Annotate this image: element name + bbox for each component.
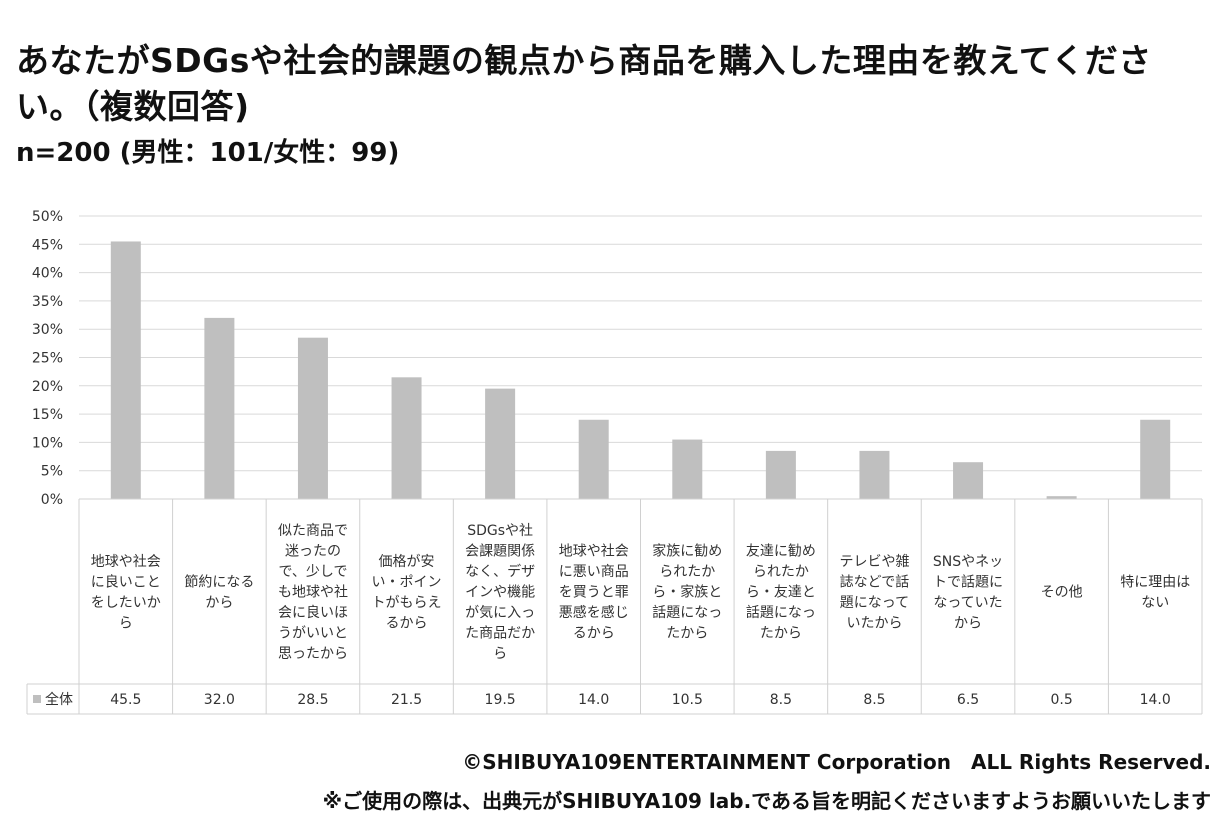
usage-note: ※ご使用の際は、出典元がSHIBUYA109 lab.である旨を明記くださいます… xyxy=(322,789,1211,813)
x-tick-label: から xyxy=(205,595,233,611)
bar xyxy=(578,419,609,499)
bar xyxy=(297,337,328,499)
y-tick-label: 40% xyxy=(32,266,63,282)
bar-chart: 0% 5% 10% 15% 20% 25% 30% 35% 40% 45% 50% 地球や社会に良いこ… xyxy=(26,209,1203,715)
x-tick-label: 話題になっ xyxy=(652,604,722,621)
x-tick-label: 会課題関係 xyxy=(465,544,535,560)
x-tick-label: も地球や社 xyxy=(278,585,348,601)
bar xyxy=(391,377,422,499)
data-label: 28.5 xyxy=(297,692,328,708)
data-label: 32.0 xyxy=(204,692,235,708)
data-label: 8.5 xyxy=(770,692,792,708)
x-tick-label: い・ポイン xyxy=(372,574,442,590)
data-label: 14.0 xyxy=(578,692,609,708)
x-tick-label: 題になって xyxy=(840,595,909,611)
x-tick-label: から xyxy=(954,615,982,631)
x-tick-label: たから xyxy=(666,626,708,642)
bar xyxy=(859,450,890,499)
x-tick-label: 特に理由は xyxy=(1120,574,1190,590)
y-tick-label: 35% xyxy=(32,294,63,310)
x-tick-label: トがもらえ xyxy=(372,595,442,611)
y-tick-label: 5% xyxy=(41,464,63,480)
chart-subtitle: n=200 (男性：101/女性：99) xyxy=(16,138,400,168)
x-tick-label: トで話題に xyxy=(933,573,1003,590)
x-tick-label: ら xyxy=(119,615,133,631)
x-tick-label: 地球や社会 xyxy=(91,554,161,570)
x-tick-label: ない xyxy=(1141,595,1169,611)
x-tick-label: インや機能 xyxy=(465,585,535,601)
x-tick-label: 友達に勧め xyxy=(746,543,816,560)
data-label: 6.5 xyxy=(957,692,979,708)
y-tick-label: 15% xyxy=(32,407,63,423)
x-tick-label: 誌などで話 xyxy=(840,573,910,590)
data-label: 21.5 xyxy=(391,692,422,708)
y-tick-label: 0% xyxy=(41,492,63,508)
x-tick-label: を買うと罪 xyxy=(559,585,629,601)
x-tick-label: 悪感を感じ xyxy=(559,604,629,621)
x-tick-label: が気に入っ xyxy=(465,605,535,621)
bar xyxy=(672,439,703,499)
x-tick-label: 話題になっ xyxy=(746,604,816,621)
x-tick-label: るから xyxy=(386,615,428,631)
legend-label: 全体 xyxy=(45,691,73,708)
x-tick-label: 家族に勧め xyxy=(652,543,722,560)
x-tick-label: ら xyxy=(493,646,507,662)
x-tick-label: をしたいか xyxy=(91,595,161,611)
y-tick-label: 10% xyxy=(32,435,63,451)
data-label: 10.5 xyxy=(672,692,703,708)
data-label: 19.5 xyxy=(485,692,516,708)
x-tick-label: 節約になる xyxy=(184,573,254,590)
x-tick-label: SNSやネッ xyxy=(933,554,1003,570)
x-tick-label: 地球や社会 xyxy=(559,544,629,560)
bar xyxy=(204,317,235,499)
x-tick-label: たから xyxy=(760,626,802,642)
y-tick-label: 30% xyxy=(32,322,63,338)
x-tick-label: なく、デザ xyxy=(465,563,535,580)
data-label: 0.5 xyxy=(1050,692,1072,708)
legend-swatch xyxy=(33,695,41,703)
x-tick-label: SDGsや社 xyxy=(467,523,533,539)
y-tick-label: 45% xyxy=(32,237,63,253)
bar xyxy=(1140,419,1171,499)
y-tick-label: 25% xyxy=(32,351,63,367)
bar xyxy=(953,462,984,499)
x-tick-label: 会に良いほ xyxy=(278,605,348,621)
data-label: 45.5 xyxy=(110,692,141,708)
x-tick-label: 迷ったの xyxy=(285,544,341,560)
x-tick-label: なっていた xyxy=(933,595,1002,611)
x-tick-label: 思ったから xyxy=(278,646,348,662)
x-tick-label: るから xyxy=(573,626,615,642)
chart-area: 0% 5% 10% 15% 20% 25% 30% 35% 40% 45% 50% 地球や社会に良いこ… xyxy=(0,200,1229,729)
bar xyxy=(110,241,141,499)
x-tick-label: その他 xyxy=(1041,585,1083,601)
x-tick-label: 似た商品で xyxy=(278,523,348,539)
x-tick-label: られたか xyxy=(753,564,809,580)
copyright-text: ©SHIBUYA109ENTERTAINMENT Corporation ALL… xyxy=(462,750,1211,774)
data-label: 8.5 xyxy=(863,692,885,708)
bar xyxy=(765,450,796,499)
bar xyxy=(485,388,516,499)
x-tick-label: で、少しで xyxy=(278,564,347,580)
x-tick-label: ら・家族と xyxy=(652,584,722,601)
x-tick-label: た商品だか xyxy=(465,626,535,642)
x-tick-label: いたから xyxy=(846,615,902,631)
chart-title: あなたがSDGsや社会的課題の観点から商品を購入した理由を教えてください。（複数… xyxy=(16,41,1152,126)
y-tick-label: 50% xyxy=(32,209,63,225)
y-tick-label: 20% xyxy=(32,379,63,395)
x-tick-label: 価格が安 xyxy=(379,554,435,570)
x-tick-label: ら・友達と xyxy=(746,585,816,601)
x-tick-label: うがいいと xyxy=(278,626,348,642)
bar xyxy=(1046,496,1077,499)
data-label: 14.0 xyxy=(1140,692,1171,708)
x-tick-label: られたか xyxy=(659,564,715,580)
x-tick-label: に良いこと xyxy=(91,574,161,590)
x-tick-label: テレビや雑 xyxy=(839,554,909,570)
x-tick-label: に悪い商品 xyxy=(559,564,629,580)
